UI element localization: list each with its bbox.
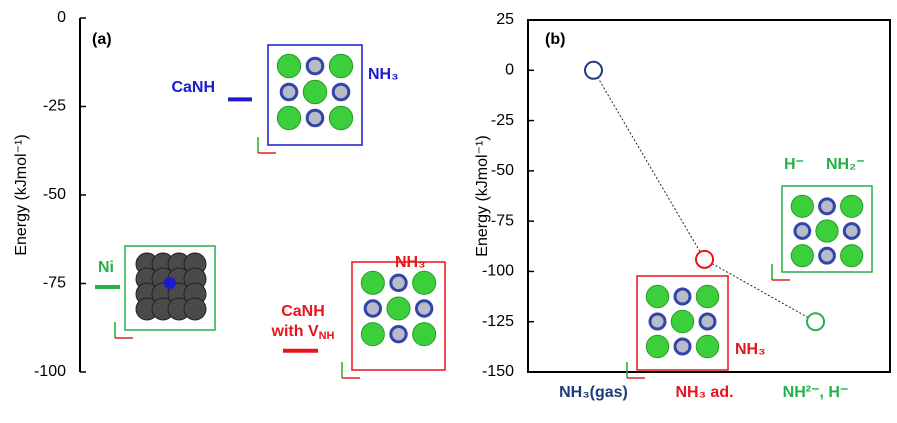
structure-inset (341, 261, 446, 379)
atom (276, 53, 302, 79)
data-line (593, 70, 816, 323)
marker (806, 312, 826, 332)
y-tick-label: 0 (57, 9, 66, 26)
annotation: H⁻ (784, 156, 804, 173)
structure-inset (257, 44, 363, 154)
atom (360, 270, 385, 295)
y-tick-label: -125 (482, 313, 514, 330)
y-tick-label: 25 (496, 11, 514, 28)
y-tick-label: -75 (43, 275, 66, 292)
atom (328, 105, 354, 131)
x-tick-label: NH₃ ad. (675, 384, 733, 401)
y-tick-label: -50 (491, 162, 514, 179)
panel-title: (b) (545, 31, 565, 48)
atom (698, 312, 717, 331)
atom (389, 324, 408, 344)
atom (818, 197, 836, 216)
atom (645, 334, 670, 359)
atom (305, 108, 325, 128)
level-label: CaNH (281, 303, 325, 320)
structure-inset (771, 185, 873, 281)
atom (164, 277, 176, 289)
level-label: CaNH (171, 79, 215, 96)
atom (328, 53, 354, 79)
y-tick-label: -100 (34, 363, 66, 380)
atom (648, 312, 667, 331)
x-tick-label: NH₃(gas) (559, 384, 628, 401)
marker (695, 249, 715, 269)
y-tick-label: -25 (43, 98, 66, 115)
atom (670, 309, 695, 334)
atom (183, 297, 207, 321)
y-tick-label: -25 (491, 112, 514, 129)
atom (279, 82, 299, 102)
y-tick-label: -150 (482, 363, 514, 380)
atom (815, 219, 839, 243)
y-axis-label: Energy (kJmol⁻¹) (13, 134, 30, 255)
structure-inset (626, 275, 729, 379)
atom (386, 296, 411, 321)
atom (645, 284, 670, 309)
level-label-sub: NH (319, 330, 335, 342)
atom (840, 244, 864, 268)
plot-frame (527, 19, 891, 373)
level-label: with VNH (271, 323, 335, 342)
atom (818, 246, 836, 265)
y-tick-label: -75 (491, 212, 514, 229)
atom (793, 222, 812, 240)
y-tick-label: -50 (43, 186, 66, 203)
atom (695, 284, 720, 309)
annotation: NH₃ (368, 66, 399, 83)
panel-title: (a) (92, 31, 112, 48)
atom (360, 322, 385, 347)
atom (302, 79, 328, 105)
x-tick-label: NH²⁻, H⁻ (783, 384, 849, 401)
structure-inset (114, 245, 216, 339)
atom (412, 270, 437, 295)
y-tick-label: 0 (505, 62, 514, 79)
atom (389, 273, 408, 293)
atom (790, 194, 814, 218)
atom (673, 337, 692, 356)
annotation: NH₂⁻ (826, 156, 865, 173)
y-axis-label: Energy (kJmol⁻¹) (474, 135, 491, 256)
level-label-part: with V (271, 323, 319, 340)
annotation: NH₃ (735, 341, 766, 358)
atom (414, 299, 434, 318)
atom (412, 322, 437, 347)
level-label: Ni (98, 259, 114, 276)
atom (695, 334, 720, 359)
annotation: NH₃ (395, 254, 426, 271)
marker (584, 60, 604, 80)
atom (331, 82, 351, 102)
atom (790, 244, 814, 268)
atom (276, 105, 302, 131)
atom (840, 194, 864, 218)
atom (842, 222, 861, 240)
atom (363, 299, 383, 318)
atom (305, 56, 325, 76)
atom (673, 287, 692, 306)
y-tick-label: -100 (482, 263, 514, 280)
